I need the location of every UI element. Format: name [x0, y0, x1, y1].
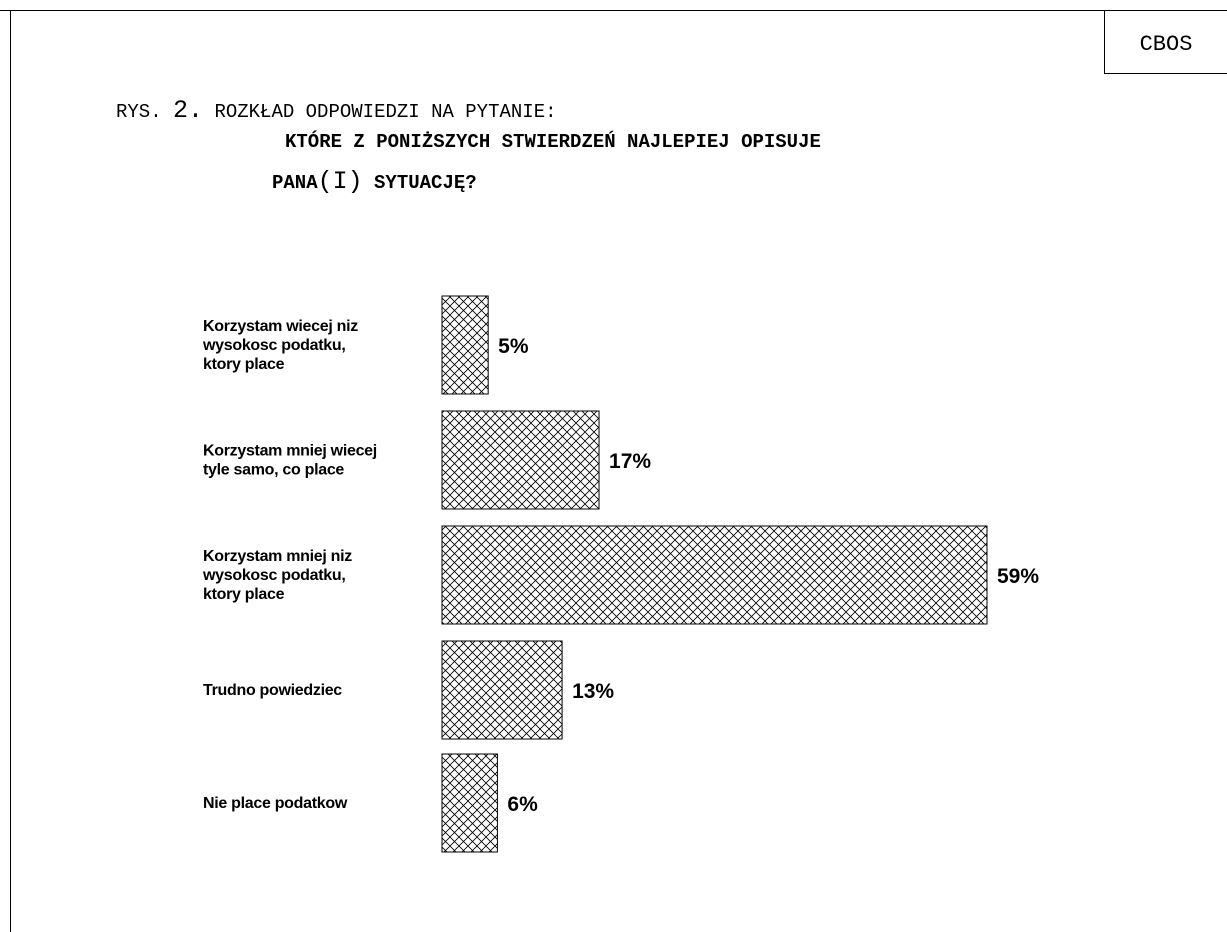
category-label-line: tyle samo, co place: [203, 462, 344, 479]
category-label-line: Korzystam wiecej niz: [203, 318, 358, 335]
question-line-2-a: PANA: [272, 172, 318, 194]
category-label-3: Korzystam mniej niz wysokosc podatku, ktor…: [202, 548, 352, 603]
cbos-corner-label: CBOS: [1104, 10, 1227, 74]
category-label-line: Korzystam mniej niz: [203, 548, 352, 565]
question-line-2-b: SYTUACJĘ?: [374, 172, 477, 194]
value-label-3: 59%: [997, 565, 1039, 588]
category-label-line: ktory place: [203, 586, 285, 603]
question-line-2: PANA(I) SYTUACJĘ?: [272, 167, 477, 196]
value-label-1: 5%: [498, 335, 529, 358]
category-label-line: Trudno powiedziec: [203, 682, 342, 699]
figure-prefix: RYS.: [116, 101, 162, 123]
category-label-line: Korzystam mniej wiecej: [203, 443, 377, 460]
category-label-2: Korzystam mniej wiecej tyle samo, co plac…: [203, 443, 377, 479]
category-label-line: wysokosc podatku,: [202, 337, 346, 354]
frame-left-border: [10, 10, 11, 932]
category-label-5: Nie place podatkow: [203, 795, 348, 812]
figure-number: 2.: [173, 96, 204, 125]
value-label-5: 6%: [507, 793, 538, 816]
bars-group: [441, 295, 988, 853]
category-label-line: wysokosc podatku,: [202, 567, 346, 584]
bar-2: [441, 410, 600, 510]
category-label-line: Nie place podatkow: [203, 795, 348, 812]
frame-top-border: [0, 10, 1227, 11]
value-label-2: 17%: [609, 450, 651, 473]
value-label-4: 13%: [572, 680, 614, 703]
figure-caption-text: ROZKŁAD ODPOWIEDZI NA PYTANIE:: [214, 101, 557, 123]
bar-5: [441, 753, 498, 853]
bar-4: [441, 640, 563, 740]
figure-caption: RYS. 2. ROZKŁAD ODPOWIEDZI NA PYTANIE:: [116, 96, 557, 125]
question-line-1: KTÓRE Z PONIŻSZYCH STWIERDZEŃ NAJLEPIEJ …: [285, 131, 821, 153]
question-line-2-paren: (I): [317, 167, 363, 196]
bar-3: [441, 525, 988, 625]
bar-1: [441, 295, 489, 395]
category-label-4: Trudno powiedziec: [203, 682, 342, 699]
category-label-line: ktory place: [203, 356, 285, 373]
category-labels-group: Korzystam wiecej niz wysokosc podatku, kto…: [202, 318, 377, 812]
category-label-1: Korzystam wiecej niz wysokosc podatku, kto…: [202, 318, 358, 373]
value-labels-group: 5% 17% 59% 13% 6%: [498, 335, 1039, 816]
